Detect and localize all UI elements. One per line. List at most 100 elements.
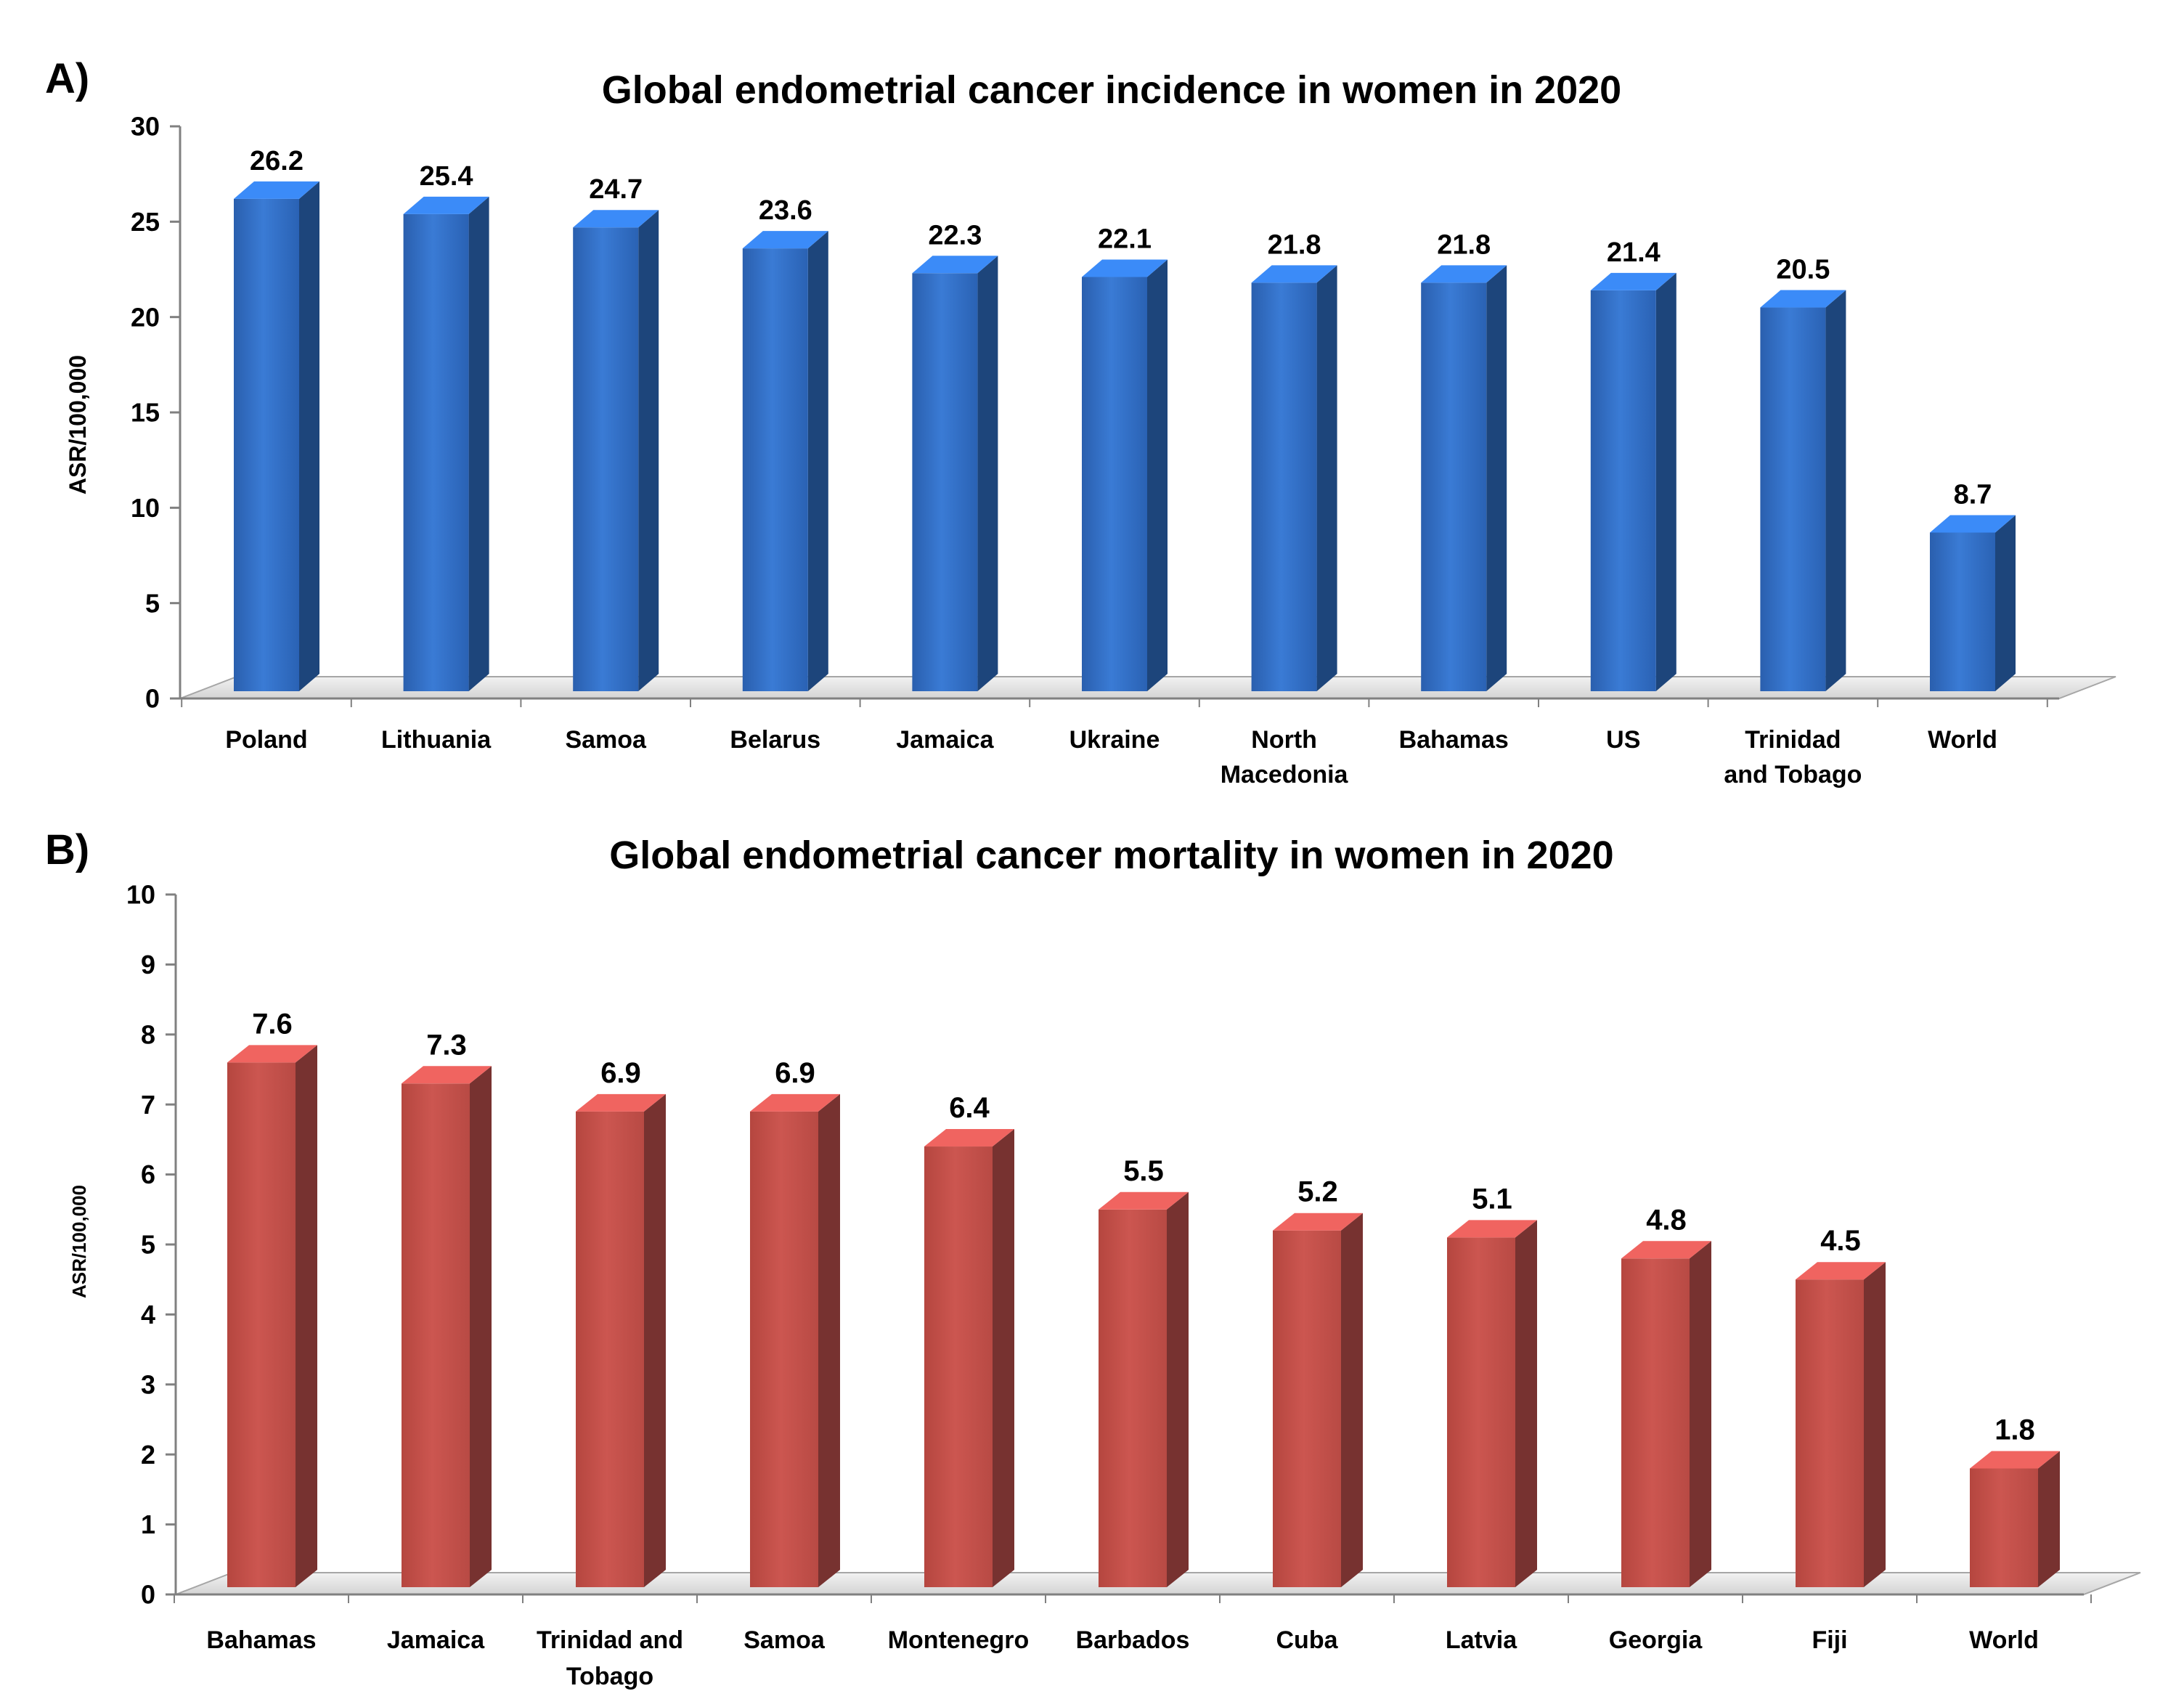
y-tick-label: 9 (141, 950, 155, 979)
x-category-label: Bahamas (206, 1626, 316, 1654)
bar-front-face (234, 198, 299, 691)
bar-top-face (750, 1093, 840, 1112)
x-category-label: Bahamas (1399, 726, 1509, 754)
y-tick-label: 3 (141, 1369, 155, 1399)
data-label: 5.1 (1472, 1183, 1512, 1215)
bar-top-face (1099, 1191, 1189, 1210)
y-tick-label: 8 (141, 1019, 155, 1049)
x-category-label: Trinidad and Tobago (1724, 726, 1862, 789)
data-label: 5.5 (1123, 1155, 1164, 1187)
bar-front-face (742, 248, 808, 691)
bar (576, 1093, 666, 1587)
x-category-label: Montenegro (888, 1626, 1030, 1654)
panel-label: A) (45, 55, 89, 102)
bar-side-face (468, 196, 489, 691)
x-category-label: World (1969, 1626, 2039, 1654)
bar (1930, 515, 2016, 691)
bar (912, 256, 998, 692)
bar-front-face (576, 1111, 644, 1587)
bar-side-face (1864, 1262, 1886, 1587)
bar-front-face (573, 227, 639, 691)
bar (403, 196, 489, 691)
x-category-label: Samoa (743, 1626, 826, 1654)
bar-front-face (1970, 1468, 2038, 1587)
panel-label: B) (45, 826, 89, 873)
bar-top-face (227, 1045, 317, 1063)
bar-front-face (924, 1146, 993, 1587)
bar (234, 181, 319, 691)
bar-front-face (227, 1062, 296, 1587)
x-category-label: Trinidad and Tobago (537, 1626, 683, 1690)
bar-front-face (1930, 532, 1995, 691)
data-label: 4.8 (1646, 1204, 1687, 1236)
data-label: 1.8 (1994, 1414, 2035, 1446)
x-category-label: Jamaica (387, 1626, 485, 1654)
bar-side-face (296, 1045, 317, 1587)
bar-top-face (924, 1129, 1014, 1147)
bar (750, 1093, 840, 1587)
y-axis-title: ASR/100,000 (68, 1185, 90, 1298)
bar (1421, 265, 1507, 691)
data-label: 23.6 (759, 195, 812, 226)
bar-front-face (1447, 1237, 1515, 1587)
bar-side-face (1995, 515, 2016, 691)
bar-side-face (470, 1066, 492, 1587)
bar (1099, 1191, 1189, 1587)
x-category-label: Ukraine (1069, 726, 1160, 754)
x-category-label: Samoa (565, 726, 647, 754)
bar-top-face (403, 196, 489, 214)
bar (1796, 1262, 1886, 1587)
y-tick-label: 10 (131, 493, 160, 523)
bar-top-face (1930, 515, 2016, 533)
bar (1082, 259, 1168, 691)
y-tick-label: 25 (131, 207, 160, 237)
bar (1590, 272, 1676, 692)
bar-front-face (1273, 1230, 1341, 1587)
bar-side-face (818, 1093, 840, 1587)
bar-top-face (1082, 259, 1168, 277)
bar-side-face (1515, 1220, 1537, 1587)
bar-front-face (1082, 277, 1147, 691)
mortality-chart-panel: B) Global endometrial cancer mortality i… (45, 826, 2141, 1690)
bar-front-face (403, 213, 469, 691)
bar-front-face (1760, 307, 1826, 691)
y-tick-label: 4 (141, 1300, 155, 1329)
x-category-label: World (1928, 726, 1997, 754)
data-label: 21.8 (1437, 229, 1491, 260)
x-category-label: North Macedonia (1221, 726, 1349, 789)
bar-top-face (1621, 1241, 1711, 1259)
bar-front-face (1621, 1258, 1690, 1587)
y-tick-label: 15 (131, 398, 160, 428)
bar (924, 1129, 1014, 1587)
bar (1621, 1241, 1711, 1587)
y-tick-label: 2 (141, 1440, 155, 1470)
data-label: 22.1 (1098, 224, 1152, 255)
data-label: 5.2 (1297, 1176, 1338, 1208)
bar (1251, 265, 1337, 691)
bar-top-face (912, 256, 998, 274)
bar-side-face (1316, 265, 1337, 691)
data-label: 4.5 (1820, 1225, 1861, 1257)
x-category-label: Barbados (1076, 1626, 1190, 1654)
bar (402, 1066, 492, 1587)
bar-side-face (2038, 1451, 2060, 1587)
data-label: 6.9 (600, 1057, 641, 1089)
y-tick-label: 5 (145, 588, 160, 618)
data-label: 6.4 (949, 1092, 990, 1124)
chart-title: Global endometrial cancer incidence in w… (602, 68, 1621, 112)
bar-top-face (1590, 272, 1676, 290)
bar (1970, 1451, 2060, 1587)
bar-side-face (638, 210, 659, 691)
x-category-label: Jamaica (896, 726, 994, 754)
bar-top-face (573, 210, 659, 228)
bar-top-face (402, 1066, 492, 1084)
bar-side-face (1690, 1241, 1711, 1587)
data-label: 7.3 (426, 1029, 467, 1061)
bar-side-face (1655, 272, 1676, 692)
bar-top-face (576, 1093, 666, 1112)
bar-top-face (234, 181, 319, 199)
bar-side-face (1167, 1191, 1189, 1587)
y-tick-label: 1 (141, 1509, 155, 1539)
bar-front-face (912, 273, 978, 692)
